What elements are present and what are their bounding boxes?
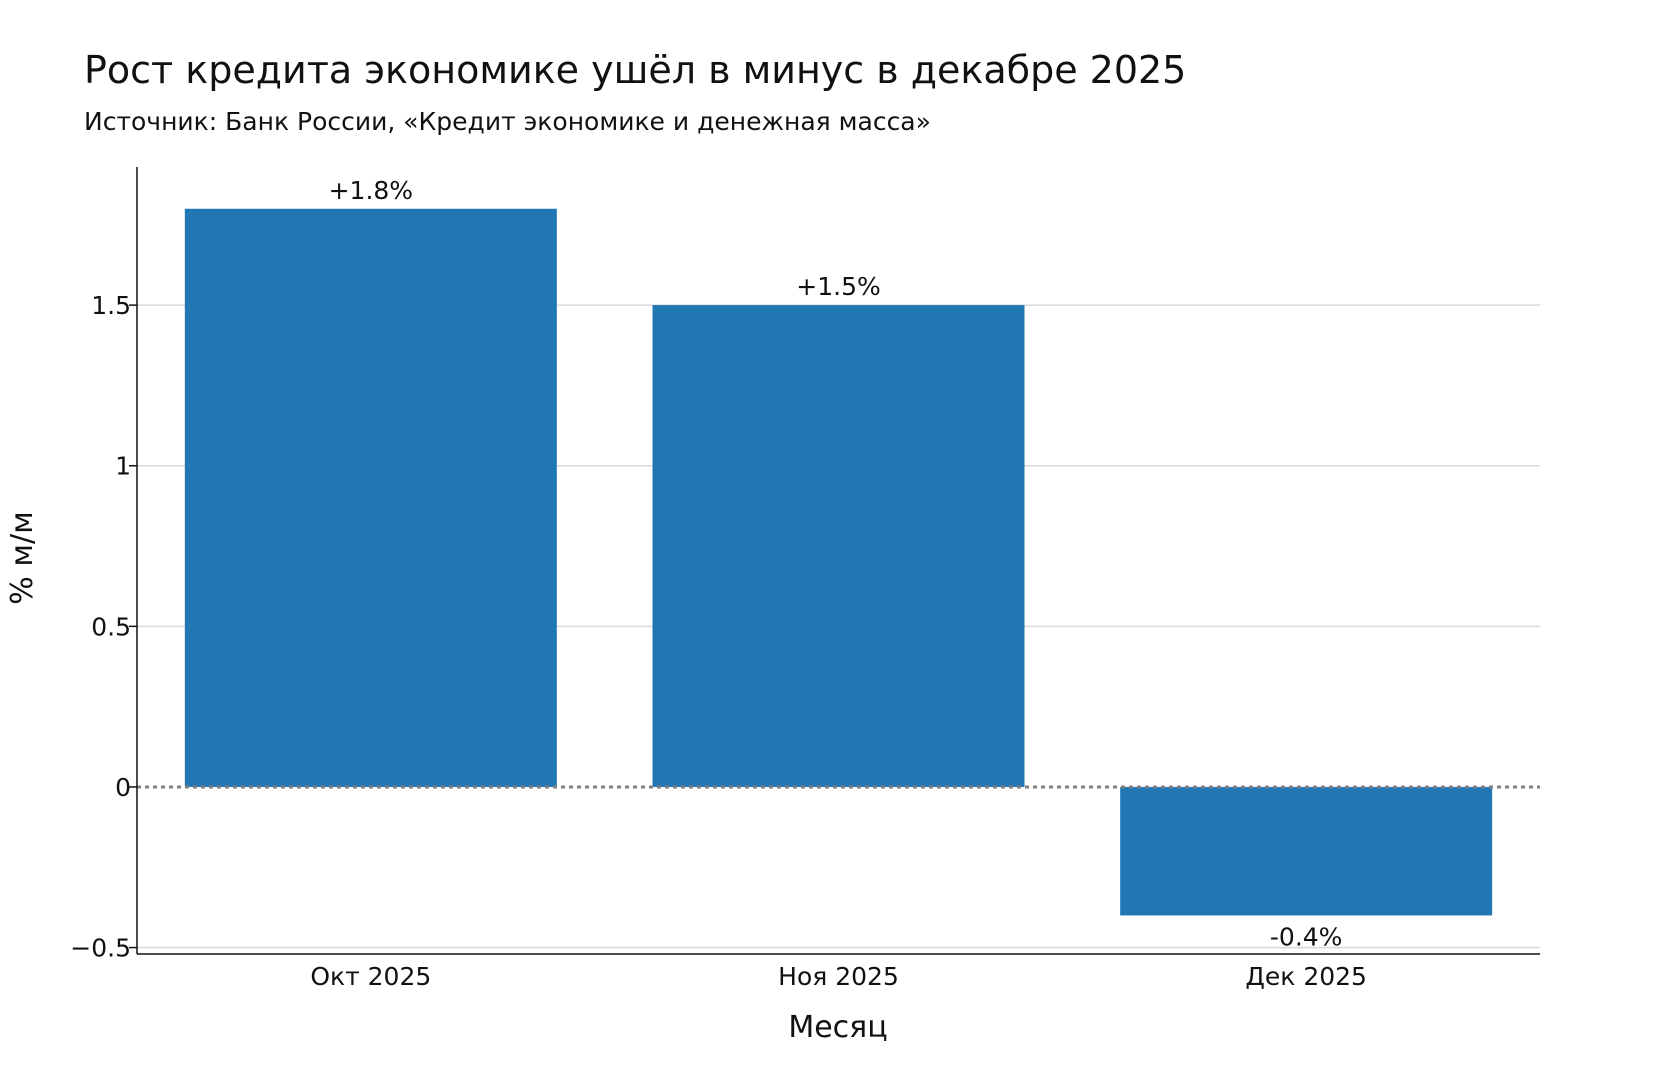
y-tick-label: −0.5	[70, 934, 131, 963]
chart-title: Рост кредита экономике ушёл в минус в де…	[84, 48, 1186, 92]
bar	[184, 208, 557, 787]
y-tick-label: 0	[115, 773, 131, 802]
data-label: -0.4%	[1270, 922, 1343, 951]
chart-subtitle: Источник: Банк России, «Кредит экономике…	[84, 107, 931, 136]
bar	[652, 305, 1025, 787]
x-tick-labels: Окт 2025 Ноя 2025 Дек 2025	[310, 962, 1367, 991]
bar	[1120, 786, 1493, 916]
y-tick-label: 1.5	[91, 291, 131, 320]
data-label: +1.8%	[329, 176, 413, 205]
x-tick-label: Окт 2025	[310, 962, 431, 991]
axes	[129, 167, 1540, 955]
y-tick-labels: −0.5 0 0.5 1 1.5	[70, 291, 131, 962]
y-axis-label: % м/м	[5, 511, 40, 604]
x-tick-label: Ноя 2025	[778, 962, 899, 991]
bars	[184, 208, 1493, 916]
x-tick-label: Дек 2025	[1245, 962, 1367, 991]
data-labels: +1.8% +1.5% -0.4%	[329, 176, 1343, 952]
y-tick-label: 0.5	[91, 612, 131, 641]
data-label: +1.5%	[796, 272, 880, 301]
y-tick-label: 1	[115, 452, 131, 481]
x-axis-label: Месяц	[788, 1010, 887, 1045]
